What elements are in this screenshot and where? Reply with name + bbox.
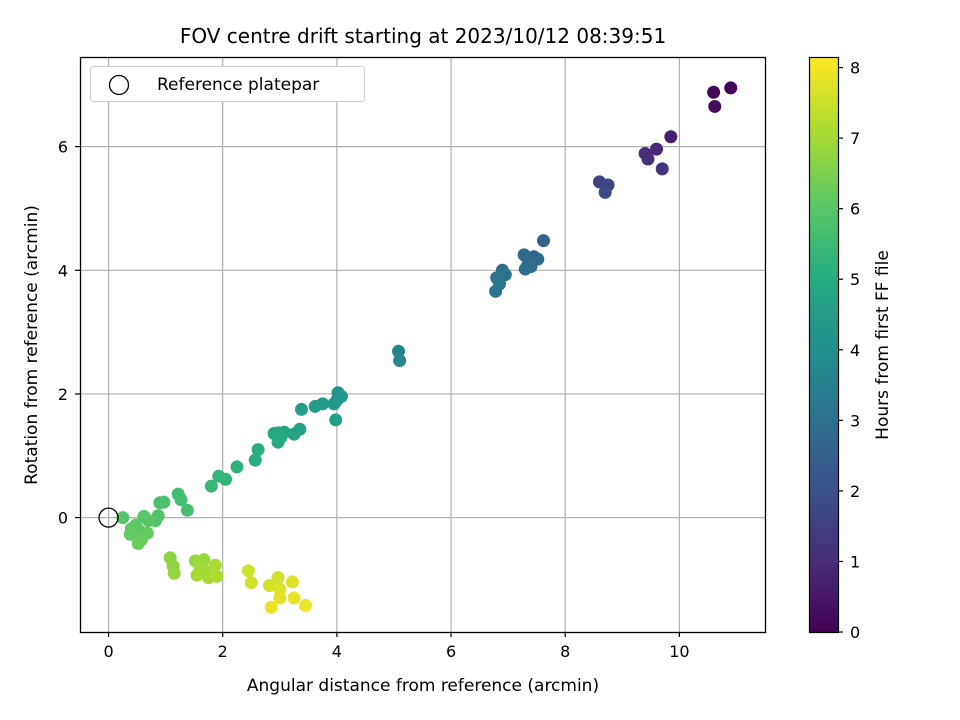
data-point (174, 493, 188, 507)
chart-title: FOV centre drift starting at 2023/10/12 … (180, 24, 666, 48)
colorbar-tick-label: 1 (850, 552, 860, 571)
data-point (327, 397, 341, 411)
x-axis-ticks: 0 2 4 6 8 10 (103, 632, 690, 661)
data-point (251, 443, 265, 457)
data-point (650, 142, 664, 156)
data-point (123, 527, 137, 541)
grid-lines (80, 57, 765, 632)
legend: Reference platepar (90, 66, 365, 102)
data-point (641, 152, 655, 166)
y-axis-ticks: 0 2 4 6 (58, 138, 80, 528)
data-points (98, 81, 738, 614)
data-point (271, 435, 285, 449)
data-point (142, 514, 155, 528)
data-point (212, 469, 226, 483)
data-point (208, 558, 222, 572)
reference-platepar-marker (98, 507, 119, 528)
legend-box (90, 66, 365, 102)
y-tick-label: 6 (58, 138, 68, 157)
data-point (190, 568, 204, 582)
data-point (524, 260, 538, 274)
data-point (263, 579, 277, 593)
data-point (298, 598, 312, 612)
data-point (287, 427, 301, 441)
data-point (116, 511, 130, 525)
data-point (273, 591, 287, 605)
colorbar-tick-label: 8 (850, 59, 860, 78)
data-point (210, 569, 224, 583)
data-point (180, 503, 194, 517)
data-point (271, 571, 285, 585)
colorbar-label: Hours from first FF file (873, 250, 893, 440)
data-point (244, 576, 258, 590)
colorbar-tick-label: 5 (850, 270, 860, 289)
data-point (708, 99, 722, 113)
data-point (393, 354, 407, 368)
plot-frame (79, 56, 767, 634)
x-tick-label: 2 (218, 642, 228, 661)
x-tick-label: 6 (446, 642, 456, 661)
data-point (230, 460, 244, 474)
data-point (248, 453, 262, 467)
data-point (131, 537, 145, 551)
y-tick-label: 4 (58, 261, 68, 280)
y-tick-label: 2 (58, 385, 68, 404)
data-point (287, 591, 301, 605)
data-point (264, 600, 278, 614)
colorbar-tick-label: 7 (850, 129, 860, 148)
colorbar (808, 56, 840, 634)
data-point (285, 575, 299, 589)
colorbar-tick-label: 4 (850, 341, 860, 360)
colorbar-tick-label: 3 (850, 411, 860, 430)
colorbar-tick-label: 0 (850, 623, 860, 642)
x-tick-label: 8 (560, 642, 570, 661)
data-point (724, 81, 738, 95)
data-point (489, 284, 503, 298)
colorbar-ticks: 0 1 2 3 4 5 6 7 8 (838, 59, 860, 642)
data-point (308, 399, 322, 413)
data-point (664, 130, 678, 144)
colorbar-tick-label: 2 (850, 482, 860, 501)
y-tick-label: 0 (58, 509, 68, 528)
data-point (204, 479, 218, 493)
x-tick-label: 0 (103, 642, 113, 661)
data-point (241, 564, 255, 578)
colorbar-tick-label: 6 (850, 200, 860, 219)
y-axis-label: Rotation from reference (arcmin) (22, 205, 42, 485)
data-point (153, 496, 167, 510)
x-axis-label: Angular distance from reference (arcmin) (247, 676, 599, 696)
data-point (655, 162, 669, 176)
legend-entry-reference: Reference platepar (157, 75, 319, 95)
x-tick-label: 4 (332, 642, 342, 661)
legend-marker-reference (108, 74, 130, 96)
data-point (598, 185, 612, 199)
data-point (329, 413, 343, 427)
data-point (294, 402, 308, 416)
data-point (707, 85, 721, 99)
data-point (167, 566, 181, 580)
data-point (537, 234, 551, 248)
x-tick-label: 10 (669, 642, 689, 661)
